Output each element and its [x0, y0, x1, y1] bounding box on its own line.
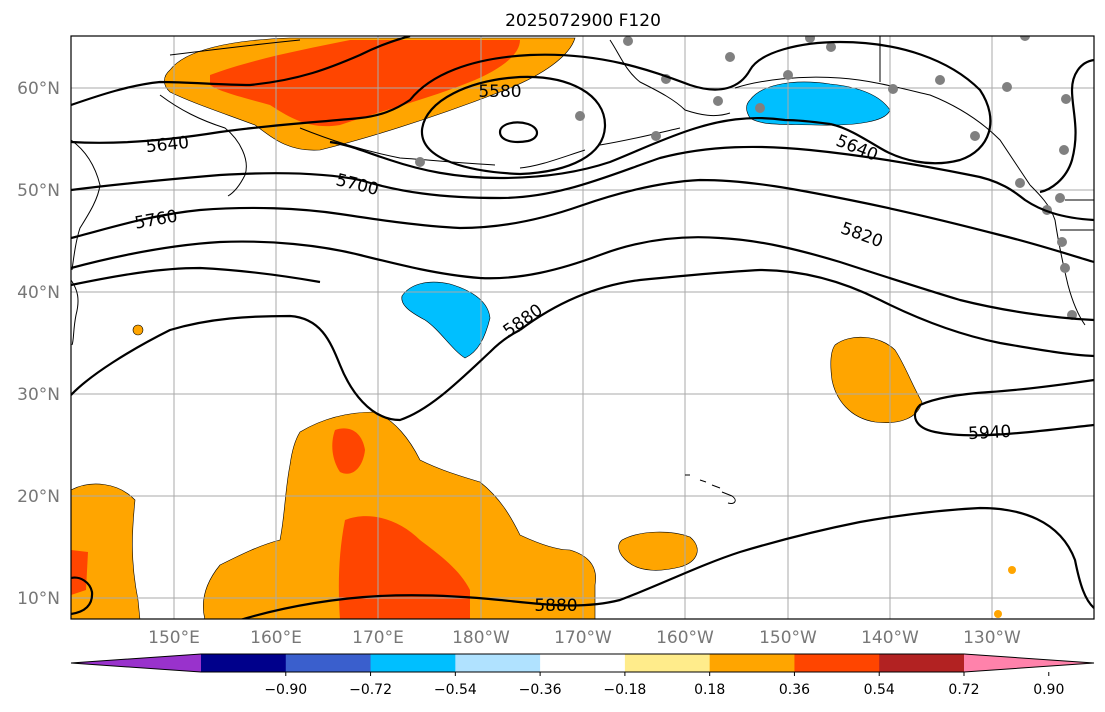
colorbar-segment — [370, 654, 456, 672]
x-tick-170e: 170°E — [352, 628, 404, 648]
map-area: 5580 5640 5640 5700 5760 5820 5880 5880 … — [71, 36, 1094, 619]
y-tick-40n: 40°N — [17, 283, 60, 303]
coast-japan — [71, 279, 79, 346]
contour-5580 — [420, 75, 607, 176]
coast-aleutians — [299, 127, 681, 169]
coast-canada-border — [879, 36, 1094, 231]
contour-east-cut — [1039, 58, 1094, 194]
contour-nw-arc — [71, 36, 411, 107]
y-tick-50n: 50°N — [17, 181, 60, 201]
gridlines — [71, 36, 1094, 619]
contour-5640-east — [329, 116, 831, 180]
contour-5880-north — [71, 266, 1094, 358]
x-tick-150w: 150°W — [759, 628, 817, 648]
height-contours — [71, 36, 1094, 619]
coast-alaska-south — [734, 76, 1031, 186]
x-axis-labels: 150°E 160°E 170°E 180°W 170°W 160°W 150°… — [148, 628, 1021, 648]
anomaly-red-nw — [210, 40, 520, 127]
colorbar-label: −0.36 — [519, 682, 562, 698]
coast-kamchatka — [159, 94, 247, 197]
colorbar-segment — [709, 654, 795, 672]
colorbar-segment — [624, 654, 711, 672]
coast-siberia-top — [169, 39, 301, 56]
colorbar-extend-high — [964, 654, 1094, 672]
colorbar-extend-low — [71, 654, 201, 672]
colorbar-label: −0.72 — [349, 682, 392, 698]
contour-small-low — [498, 121, 539, 144]
coast-nw-america — [1029, 184, 1086, 326]
x-tick-170w: 170°W — [554, 628, 612, 648]
colorbar-segment — [540, 654, 626, 672]
contour-5880-trough — [71, 314, 521, 422]
anomaly-red-west — [71, 550, 88, 595]
anomaly-orange-small — [618, 531, 698, 571]
y-axis-labels: 60°N 50°N 40°N 30°N 20°N 10°N — [17, 79, 60, 609]
x-tick-180w: 180°W — [452, 628, 510, 648]
colorbar-label: 0.36 — [779, 682, 810, 698]
x-tick-140w: 140°W — [861, 628, 919, 648]
contour-5760 — [71, 178, 1094, 264]
coastlines — [71, 36, 1094, 346]
anomaly-red-tropics-2 — [338, 516, 470, 619]
contour-label-5940: 5940 — [968, 422, 1012, 444]
coast-alaska-west — [609, 39, 731, 117]
map-frame — [70, 35, 1095, 620]
x-tick-160e: 160°E — [250, 628, 302, 648]
y-tick-30n: 30°N — [17, 385, 60, 405]
contour-labels: 5580 5640 5640 5700 5760 5820 5880 5880 … — [133, 82, 1012, 616]
x-tick-150e: 150°E — [148, 628, 200, 648]
coast-okhotsk — [71, 139, 101, 271]
contour-5880-south — [239, 506, 1094, 619]
contour-label-5580: 5580 — [478, 82, 521, 102]
figure-title: 2025072900 F120 — [505, 11, 661, 31]
x-tick-160w: 160°W — [656, 628, 714, 648]
anomaly-orange-east — [830, 336, 923, 423]
colorbar-segment — [455, 654, 541, 672]
x-tick-130w: 130°W — [963, 628, 1021, 648]
colorbar-segment — [879, 654, 965, 672]
contour-5820 — [71, 236, 1094, 322]
contour-5940 — [913, 378, 1094, 437]
y-tick-10n: 10°N — [17, 589, 60, 609]
colorbar-segment — [285, 654, 372, 672]
colorbar-label: 0.18 — [694, 682, 725, 698]
colorbar: −0.90 −0.72 −0.54 −0.36 −0.18 0.18 0.36 0.54 0.7… — [70, 653, 1095, 698]
station-markers — [415, 36, 1077, 320]
contour-5640-west — [71, 40, 992, 165]
colorbar-segment — [201, 654, 287, 672]
y-tick-20n: 20°N — [17, 487, 60, 507]
contour-5880-west-south — [71, 576, 94, 616]
colorbar-label: −0.54 — [434, 682, 477, 698]
contour-label-5880-south: 5880 — [534, 596, 577, 616]
colorbar-label: 0.72 — [948, 682, 979, 698]
colorbar-segment — [794, 654, 880, 672]
contour-label-5640-west: 5640 — [145, 133, 190, 157]
hawaii-islands — [685, 474, 736, 504]
colorbar-label: −0.18 — [603, 682, 646, 698]
colorbar-label: −0.90 — [264, 682, 307, 698]
shaded-anomaly — [71, 37, 1016, 619]
contour-5700 — [71, 145, 1094, 222]
y-tick-60n: 60°N — [17, 79, 60, 99]
colorbar-outline — [70, 653, 1095, 673]
anomaly-red-tropics-1 — [332, 428, 365, 474]
colorbar-label: 0.54 — [864, 682, 895, 698]
anomaly-orange-tropics — [202, 411, 596, 619]
colorbar-label: 0.90 — [1033, 682, 1064, 698]
